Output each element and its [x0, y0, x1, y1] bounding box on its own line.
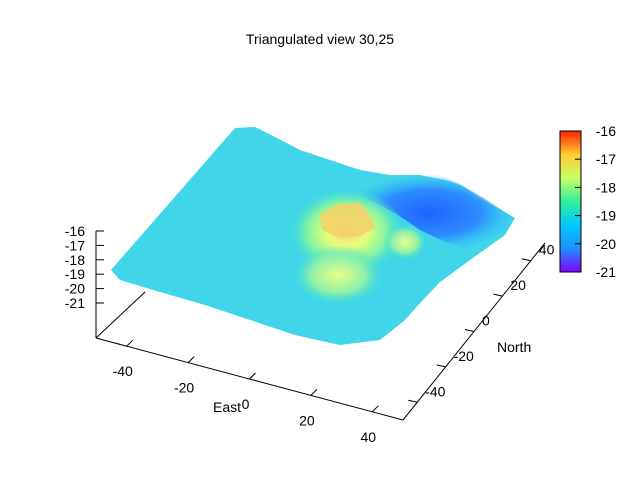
surface-peak-secondary [292, 245, 384, 305]
y-tick-label: 40 [539, 242, 555, 258]
y-ticks: -40 -20 0 20 40 [408, 242, 555, 403]
y-axis-label: North [497, 339, 531, 355]
colorbar-tick-label: -19 [596, 208, 616, 224]
y-tick-mark [493, 293, 503, 297]
chart-title: Triangulated view 30,25 [246, 31, 394, 47]
surface-low-region [345, 174, 515, 252]
colorbar-gradient [559, 130, 582, 273]
z-axis: -16-17-18-19-20-21 [65, 223, 146, 339]
colorbar-tick-label: -17 [596, 151, 616, 167]
z-axis-to-x-axis [95, 291, 146, 339]
y-axis: -40 -20 0 20 40 North [402, 242, 555, 421]
y-tick-label: 0 [482, 313, 490, 329]
colorbar-tick-label: -21 [596, 264, 616, 280]
y-tick-mark [521, 258, 531, 262]
surface-ridge-right [383, 224, 427, 260]
y-tick-mark [464, 329, 475, 332]
x-tick-label: 0 [242, 396, 250, 412]
z-tick-label: -17 [65, 237, 85, 253]
colorbar: -16 -17 -18 -19 -20 -21 [559, 123, 616, 280]
x-tick-mark [187, 356, 195, 363]
surface-plot [111, 127, 515, 345]
z-tick-label: -21 [65, 295, 85, 311]
x-tick-mark [249, 372, 256, 380]
x-tick-label: -40 [113, 363, 133, 379]
y-tick-label: -20 [454, 348, 474, 364]
x-tick-label: -20 [174, 380, 194, 396]
z-tick-label: -20 [65, 281, 85, 297]
x-axis-label: East [213, 399, 241, 415]
x-ticks: -40 -20 0 20 40 [113, 339, 379, 445]
surface-peak-spike [320, 203, 375, 238]
y-tick-mark [408, 399, 418, 403]
x-axis: -40 -20 0 20 40 East [95, 337, 404, 445]
z-tick-label: -16 [65, 223, 85, 239]
colorbar-ticks: -16 -17 -18 -19 -20 -21 [575, 123, 616, 280]
x-tick-mark [310, 389, 318, 396]
z-tick-label: -18 [65, 252, 85, 268]
x-tick-label: 20 [299, 412, 315, 428]
x-tick-mark [371, 405, 379, 413]
x-tick-label: 40 [361, 429, 377, 445]
y-tick-label: -40 [425, 383, 445, 399]
x-tick-mark [126, 339, 134, 347]
z-tick-label: -19 [65, 266, 85, 282]
y-tick-label: 20 [510, 277, 526, 293]
y-tick-mark [436, 364, 446, 368]
z-ticks: -16-17-18-19-20-21 [65, 223, 104, 311]
colorbar-tick-label: -16 [596, 123, 616, 139]
colorbar-tick-label: -18 [596, 179, 616, 195]
colorbar-tick-label: -20 [596, 236, 616, 252]
